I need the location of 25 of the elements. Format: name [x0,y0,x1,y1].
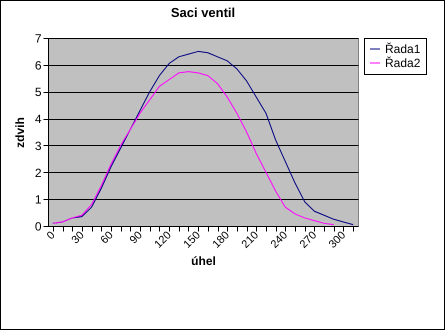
legend-label: Řada1 [385,42,421,56]
y-tick-label: 0 [34,220,42,234]
x-tick-label: 270 [298,229,320,251]
y-tick-label: 2 [34,166,42,180]
x-tick-label: 180 [210,229,232,251]
y-tick-label: 4 [34,112,42,126]
x-tick-label: 240 [268,229,290,251]
x-tick-label: 30 [70,229,87,246]
x-tick-label: 210 [240,229,262,251]
x-tick-label: 0 [44,229,58,242]
y-axis-title: zdvih [12,117,27,148]
y-tick-label: 7 [34,32,42,46]
x-tick-label: 90 [128,229,145,246]
y-tick-label: 1 [34,192,42,207]
legend-label: Řada2 [385,56,421,70]
y-tick-label: 3 [34,138,42,153]
line-series [52,71,334,226]
x-tick-label: 150 [181,229,203,251]
x-tick-label: 60 [98,229,116,246]
x-tick-label: 300 [326,229,348,251]
x-axis-title: úhel [191,254,216,268]
y-tick-label: 6 [34,58,42,72]
y-tick-label: 5 [34,85,42,100]
x-tick-label: 120 [152,229,174,251]
chart-title: Saci ventil [170,5,236,20]
